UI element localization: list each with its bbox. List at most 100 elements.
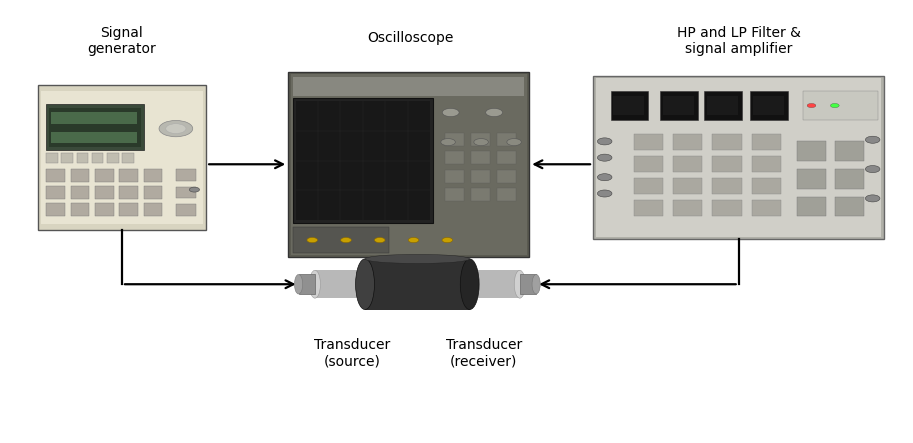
Bar (51, 112, 137, 124)
Circle shape (159, 120, 193, 137)
Bar (803, 91, 878, 120)
Bar (471, 133, 489, 146)
Circle shape (441, 139, 456, 146)
Bar (797, 197, 826, 216)
Ellipse shape (460, 259, 479, 310)
Ellipse shape (355, 259, 374, 310)
Bar (614, 96, 645, 115)
Bar (122, 153, 134, 163)
Circle shape (442, 109, 459, 117)
Bar (290, 74, 527, 255)
Bar (712, 178, 741, 194)
Bar (37, 85, 206, 230)
Circle shape (442, 237, 453, 243)
Bar (49, 108, 141, 147)
Bar (176, 169, 196, 181)
Bar (70, 186, 89, 199)
Bar (751, 134, 781, 150)
Bar (497, 152, 516, 164)
Bar (47, 104, 144, 151)
Bar (91, 153, 103, 163)
Bar (797, 141, 826, 161)
Circle shape (597, 154, 612, 161)
Bar (176, 204, 196, 216)
Bar (469, 270, 519, 298)
Bar (144, 186, 163, 199)
Circle shape (486, 109, 502, 117)
Bar (834, 169, 864, 189)
Circle shape (597, 190, 612, 197)
Bar (70, 169, 89, 183)
Bar (77, 153, 89, 163)
Bar (120, 186, 138, 199)
Bar (176, 187, 196, 198)
Circle shape (866, 166, 880, 173)
Bar (61, 153, 73, 163)
Text: Transducer
(source): Transducer (source) (314, 338, 390, 369)
Bar (144, 169, 163, 183)
Bar (471, 152, 489, 164)
Circle shape (408, 237, 419, 243)
Bar (596, 78, 881, 237)
Bar (47, 186, 65, 199)
Bar (497, 188, 516, 201)
Bar (673, 200, 702, 216)
Circle shape (807, 103, 816, 108)
Bar (712, 200, 741, 216)
Bar (673, 134, 702, 150)
Bar (445, 188, 464, 201)
Bar (634, 156, 663, 172)
Circle shape (507, 139, 521, 146)
Bar (753, 96, 784, 115)
Circle shape (189, 187, 199, 192)
Bar (834, 141, 864, 161)
Bar (712, 156, 741, 172)
Ellipse shape (365, 254, 469, 264)
Bar (51, 132, 137, 144)
Bar (673, 178, 702, 194)
Bar (315, 270, 365, 298)
Bar (834, 197, 864, 216)
Bar (120, 203, 138, 216)
Bar (634, 134, 663, 150)
Bar (445, 152, 464, 164)
Bar (611, 91, 648, 120)
Bar (634, 178, 663, 194)
Bar (95, 169, 113, 183)
Text: Signal
generator: Signal generator (87, 26, 156, 56)
Bar (497, 133, 516, 146)
Bar (47, 153, 58, 163)
Bar (365, 259, 469, 310)
Bar (296, 101, 430, 220)
Bar (593, 76, 885, 239)
Bar (120, 169, 138, 183)
Bar (41, 91, 203, 225)
Bar (471, 170, 489, 183)
Bar (673, 156, 702, 172)
Bar (445, 133, 464, 146)
Bar (751, 178, 781, 194)
Circle shape (866, 136, 880, 143)
Bar (47, 203, 65, 216)
Bar (107, 153, 119, 163)
Ellipse shape (360, 270, 371, 298)
Circle shape (831, 103, 839, 108)
Circle shape (166, 124, 186, 133)
Ellipse shape (464, 270, 475, 298)
Bar (95, 203, 113, 216)
Circle shape (374, 237, 385, 243)
Bar (445, 170, 464, 183)
Circle shape (866, 195, 880, 202)
Text: Oscilloscope: Oscilloscope (367, 31, 453, 46)
Bar (293, 227, 390, 253)
Bar (751, 200, 781, 216)
Circle shape (341, 237, 352, 243)
Text: Transducer
(receiver): Transducer (receiver) (446, 338, 522, 369)
Bar (704, 91, 741, 120)
Bar (707, 96, 738, 115)
Bar (797, 169, 826, 189)
Bar (712, 134, 741, 150)
Bar (299, 275, 315, 294)
Text: HP and LP Filter &
signal amplifier: HP and LP Filter & signal amplifier (677, 26, 801, 56)
Circle shape (597, 138, 612, 145)
